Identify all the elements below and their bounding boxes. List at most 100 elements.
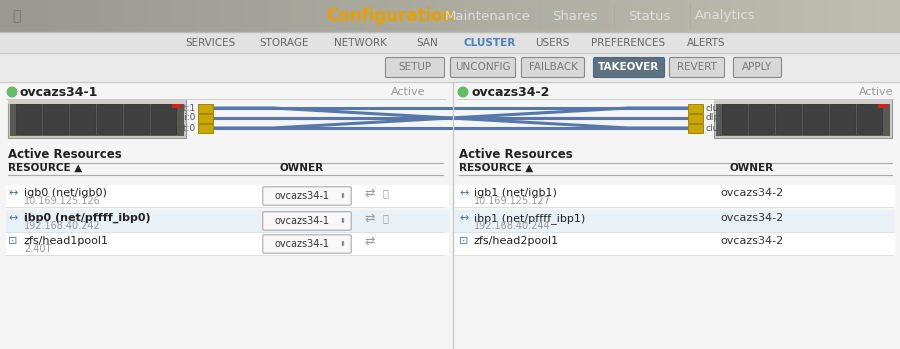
Bar xyxy=(231,0,232,32)
Bar xyxy=(78,0,79,32)
Bar xyxy=(799,0,800,32)
Bar xyxy=(370,0,371,32)
Bar xyxy=(653,0,654,32)
Bar xyxy=(451,0,452,32)
Bar xyxy=(490,0,491,32)
Bar xyxy=(126,0,127,32)
Bar xyxy=(564,0,565,32)
Bar xyxy=(556,0,557,32)
Bar xyxy=(657,0,658,32)
Bar xyxy=(714,100,892,138)
Bar xyxy=(749,0,750,32)
Bar xyxy=(433,0,434,32)
Bar xyxy=(547,0,548,32)
Bar xyxy=(121,0,122,32)
Bar xyxy=(761,0,762,32)
Bar xyxy=(683,0,684,32)
Bar xyxy=(125,0,126,32)
Bar xyxy=(882,0,883,32)
Bar xyxy=(720,0,721,32)
Text: ↔: ↔ xyxy=(8,188,17,198)
Bar xyxy=(687,0,688,32)
Bar xyxy=(249,0,250,32)
Bar xyxy=(72,0,73,32)
Bar xyxy=(210,0,211,32)
Bar xyxy=(97,0,98,32)
Bar xyxy=(364,0,365,32)
Bar xyxy=(6,233,449,255)
Bar xyxy=(336,0,337,32)
Bar xyxy=(242,0,243,32)
Bar xyxy=(668,0,669,32)
Text: ibp0 (net/pffff_ibp0): ibp0 (net/pffff_ibp0) xyxy=(24,213,150,223)
Bar xyxy=(193,0,194,32)
Bar xyxy=(738,0,739,32)
Bar xyxy=(578,0,579,32)
Bar xyxy=(774,0,775,32)
Bar xyxy=(346,0,347,32)
Bar xyxy=(520,0,521,32)
Bar xyxy=(122,0,123,32)
Bar xyxy=(195,0,196,32)
Bar xyxy=(702,0,703,32)
Bar xyxy=(265,0,266,32)
Bar xyxy=(366,0,367,32)
Bar xyxy=(62,0,63,32)
Bar xyxy=(722,0,723,32)
Bar xyxy=(70,104,95,134)
Bar xyxy=(311,0,312,32)
Bar xyxy=(567,0,568,32)
Bar xyxy=(14,0,15,32)
Bar xyxy=(229,0,230,32)
Bar xyxy=(770,0,771,32)
Bar xyxy=(495,0,496,32)
Bar xyxy=(109,0,110,32)
Bar xyxy=(232,0,233,32)
Bar xyxy=(575,0,576,32)
Text: NETWORK: NETWORK xyxy=(334,38,386,48)
Bar xyxy=(883,0,884,32)
Bar xyxy=(776,104,801,134)
Bar xyxy=(843,0,844,32)
Bar xyxy=(526,0,527,32)
Bar xyxy=(798,0,799,32)
Bar xyxy=(147,0,148,32)
Bar xyxy=(794,0,795,32)
Bar xyxy=(206,0,207,32)
Bar xyxy=(730,0,731,32)
Bar xyxy=(339,0,340,32)
Bar xyxy=(646,0,647,32)
Bar xyxy=(167,0,168,32)
Bar xyxy=(37,0,38,32)
Bar xyxy=(308,0,309,32)
Bar xyxy=(40,0,41,32)
Bar xyxy=(0,82,900,349)
Bar xyxy=(369,0,370,32)
Bar xyxy=(827,0,828,32)
Bar xyxy=(745,0,746,32)
Bar xyxy=(801,0,802,32)
Bar xyxy=(773,0,774,32)
Bar xyxy=(230,0,231,32)
Bar xyxy=(295,0,296,32)
Bar xyxy=(795,0,796,32)
Bar xyxy=(407,0,408,32)
Bar xyxy=(659,0,660,32)
Text: ovcazs34-2: ovcazs34-2 xyxy=(720,236,783,246)
Bar xyxy=(34,0,35,32)
Bar xyxy=(728,0,729,32)
Bar xyxy=(464,0,465,32)
Bar xyxy=(792,0,793,32)
Bar xyxy=(243,0,244,32)
Bar xyxy=(82,0,83,32)
Bar xyxy=(655,0,656,32)
Bar xyxy=(391,0,392,32)
Bar xyxy=(172,0,173,32)
Bar xyxy=(198,0,199,32)
Bar xyxy=(280,0,281,32)
Bar xyxy=(764,0,765,32)
Bar xyxy=(890,0,891,32)
Text: ovcazs34-1: ovcazs34-1 xyxy=(20,86,98,98)
Bar xyxy=(718,0,719,32)
Bar xyxy=(404,0,405,32)
